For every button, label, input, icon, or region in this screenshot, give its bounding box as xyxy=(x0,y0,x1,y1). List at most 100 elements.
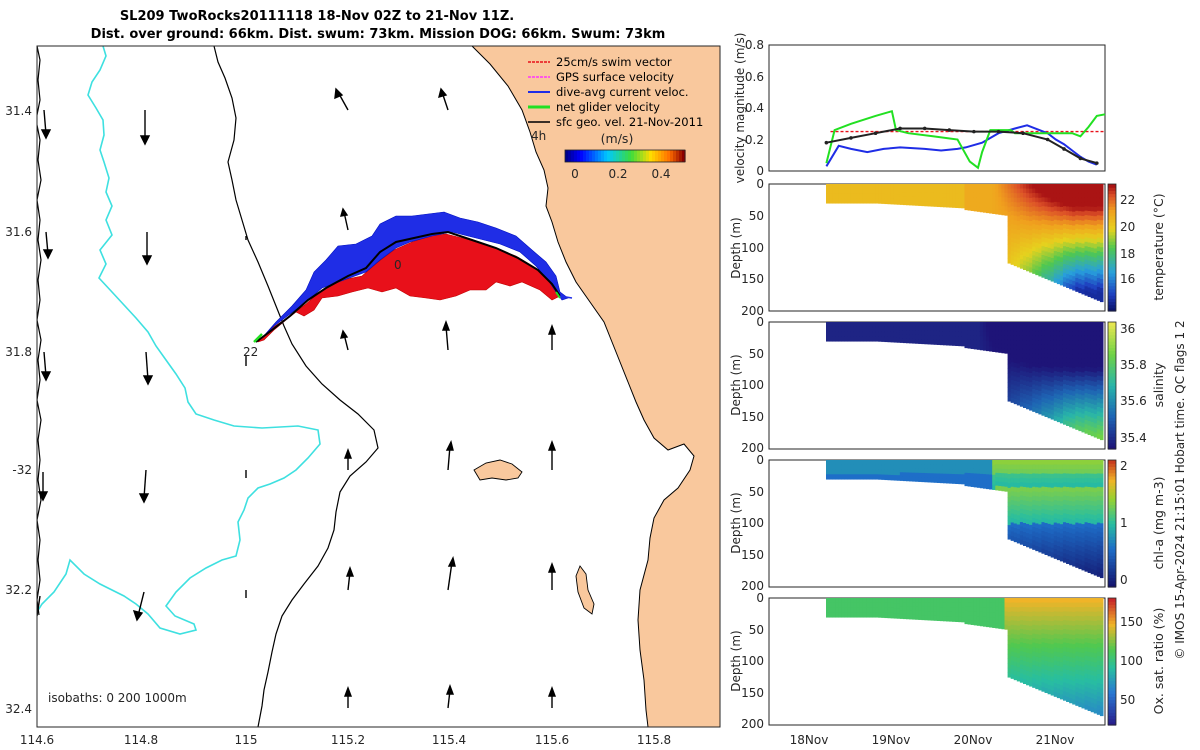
section-cell xyxy=(955,193,959,199)
salinity-ytick: 100 xyxy=(741,378,764,392)
section-cell xyxy=(1062,513,1067,519)
section-cell xyxy=(1075,366,1079,372)
section-cell xyxy=(1038,616,1042,622)
section-cell xyxy=(1090,197,1095,203)
section-cell xyxy=(1084,642,1089,648)
time-xtick: 21Nov xyxy=(1036,733,1075,747)
section-cell xyxy=(1022,505,1027,510)
section-cell xyxy=(1013,399,1018,405)
section-cell xyxy=(862,460,867,466)
section-cell xyxy=(832,184,836,190)
section-cell xyxy=(1084,339,1089,345)
section-cell xyxy=(1041,517,1046,523)
section-cell xyxy=(918,460,922,465)
section-cell xyxy=(1026,625,1030,631)
section-cell xyxy=(952,478,956,484)
section-cell xyxy=(1041,531,1046,536)
section-cell xyxy=(946,331,950,337)
section-cell xyxy=(1087,326,1092,332)
section-cell xyxy=(1029,510,1033,517)
section-cell xyxy=(1078,647,1082,653)
section-cell xyxy=(952,198,956,204)
section-cell xyxy=(955,607,959,613)
section-cell xyxy=(1096,242,1101,248)
section-cell xyxy=(1056,270,1061,276)
section-cell xyxy=(1038,363,1042,369)
section-cell xyxy=(1090,372,1095,378)
section-cell xyxy=(982,621,987,627)
section-cell xyxy=(1013,349,1018,355)
section-cell xyxy=(893,465,898,471)
section-cell xyxy=(1096,504,1101,510)
section-cell xyxy=(1096,264,1101,270)
section-cell xyxy=(1035,523,1039,529)
section-cell xyxy=(939,602,944,608)
section-cell xyxy=(1062,531,1067,537)
section-cell xyxy=(1035,670,1039,676)
section-cell xyxy=(1062,557,1067,563)
section-cell xyxy=(1035,679,1039,685)
section-cell xyxy=(906,322,910,327)
colorbar-cell xyxy=(1108,325,1116,329)
section-cell xyxy=(1090,532,1095,538)
section-cell xyxy=(1078,322,1082,328)
section-cell xyxy=(1062,215,1067,221)
section-cell xyxy=(835,598,839,604)
section-cell xyxy=(1062,250,1067,256)
section-cell xyxy=(1081,202,1086,208)
section-cell xyxy=(1096,380,1101,386)
section-cell xyxy=(1007,602,1012,608)
section-cell xyxy=(1090,496,1095,502)
section-cell xyxy=(1078,514,1082,520)
velocity-series-line xyxy=(825,109,1106,170)
section-cell xyxy=(1090,238,1095,244)
section-cell xyxy=(841,193,845,199)
section-cell xyxy=(1099,206,1104,212)
section-cell xyxy=(1026,353,1030,360)
section-cell xyxy=(1022,523,1027,528)
section-cell xyxy=(995,485,999,491)
section-cell xyxy=(1013,184,1018,190)
section-cell xyxy=(899,322,904,327)
section-cell xyxy=(1069,607,1073,613)
section-cell xyxy=(924,464,929,470)
section-cell xyxy=(1059,381,1064,387)
section-cell xyxy=(1022,634,1027,639)
section-cell xyxy=(912,326,916,331)
section-cell xyxy=(902,610,907,615)
section-cell xyxy=(1041,210,1046,216)
section-cell xyxy=(1053,322,1058,327)
section-cell xyxy=(1007,511,1012,517)
section-cell xyxy=(1066,206,1070,212)
section-cell xyxy=(1010,495,1015,501)
section-cell xyxy=(1078,426,1082,432)
section-cell xyxy=(1001,602,1006,608)
section-cell xyxy=(958,336,962,342)
section-cell xyxy=(1038,358,1042,364)
section-cell xyxy=(1093,515,1098,521)
section-cell xyxy=(1075,553,1079,559)
section-cell xyxy=(1099,550,1104,556)
section-cell xyxy=(1072,423,1076,429)
section-cell xyxy=(1087,201,1092,207)
section-cell xyxy=(1093,193,1098,199)
section-cell xyxy=(1044,545,1049,551)
section-cell xyxy=(976,598,981,604)
section-cell xyxy=(1059,234,1064,240)
section-cell xyxy=(1022,251,1027,257)
section-cell xyxy=(1050,202,1055,208)
section-cell xyxy=(878,464,882,471)
section-cell xyxy=(841,326,845,333)
section-cell xyxy=(970,326,975,332)
section-cell xyxy=(1069,478,1073,484)
colorbar-cell xyxy=(1108,356,1116,361)
section-cell xyxy=(1062,406,1067,412)
section-cell xyxy=(1066,554,1070,560)
section-cell xyxy=(1069,322,1073,328)
section-cell xyxy=(1022,656,1027,662)
section-cell xyxy=(1059,202,1064,208)
section-cell xyxy=(1013,229,1018,235)
colorbar-cell xyxy=(1108,715,1116,720)
colorbar-cell xyxy=(1108,501,1116,506)
section-cell xyxy=(1090,344,1095,350)
